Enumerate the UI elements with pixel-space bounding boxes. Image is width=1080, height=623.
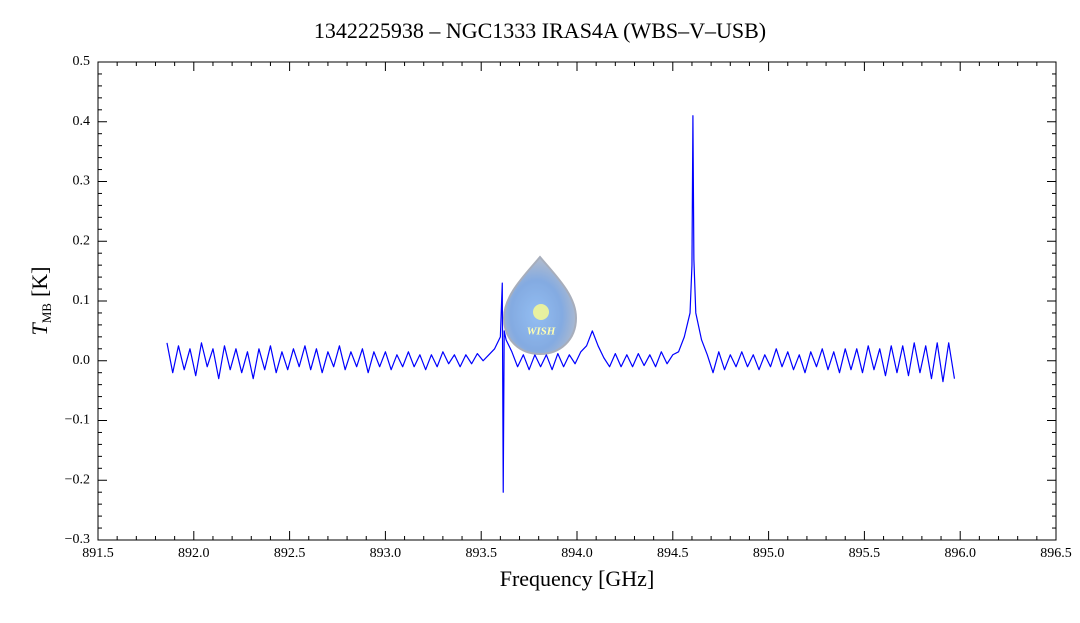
x-tick-label: 895.5 (849, 546, 881, 561)
y-tick-label: 0.4 (73, 114, 91, 129)
x-tick-label: 893.0 (370, 546, 402, 561)
y-axis-subscript: MB (39, 303, 54, 324)
y-tick-label: −0.1 (65, 413, 90, 428)
y-tick-label: −0.2 (65, 472, 90, 487)
y-axis-symbol: T (27, 322, 52, 336)
x-tick-label: 894.5 (657, 546, 689, 561)
logo-text: WISH (527, 326, 556, 338)
x-tick-label: 891.5 (82, 546, 114, 561)
plot-area: 891.5 892.0 892.5 893.0 893.5 894.0 894.5 895.0… (65, 54, 1072, 561)
plot-frame (97, 61, 1057, 541)
y-axis-unit: [K] (27, 266, 52, 297)
x-tick-label: 895.0 (753, 546, 785, 561)
spectrum-line (166, 115, 956, 493)
y-tick-label: 0.2 (73, 233, 91, 248)
y-tick-label: 0.0 (73, 353, 91, 368)
x-tick-label: 892.0 (178, 546, 210, 561)
y-axis-label: TMB [K] (27, 266, 54, 335)
chart-title: 1342225938 – NGC1333 IRAS4A (WBS–V–USB) (314, 18, 766, 43)
x-tick-label: 894.0 (561, 546, 593, 561)
x-tick-label: 893.5 (465, 546, 497, 561)
x-tick-label: 892.5 (274, 546, 306, 561)
y-tick-label: 0.1 (73, 293, 91, 308)
logo: WISH (502, 255, 578, 356)
logo-star (533, 304, 549, 320)
x-tick-label: 896.5 (1040, 546, 1072, 561)
x-tick-label: 896.0 (944, 546, 976, 561)
y-tick-label: 0.5 (73, 54, 91, 69)
x-axis-label: Frequency [GHz] (500, 566, 655, 591)
y-tick-label: −0.3 (65, 532, 90, 547)
y-tick-label: 0.3 (73, 174, 91, 189)
